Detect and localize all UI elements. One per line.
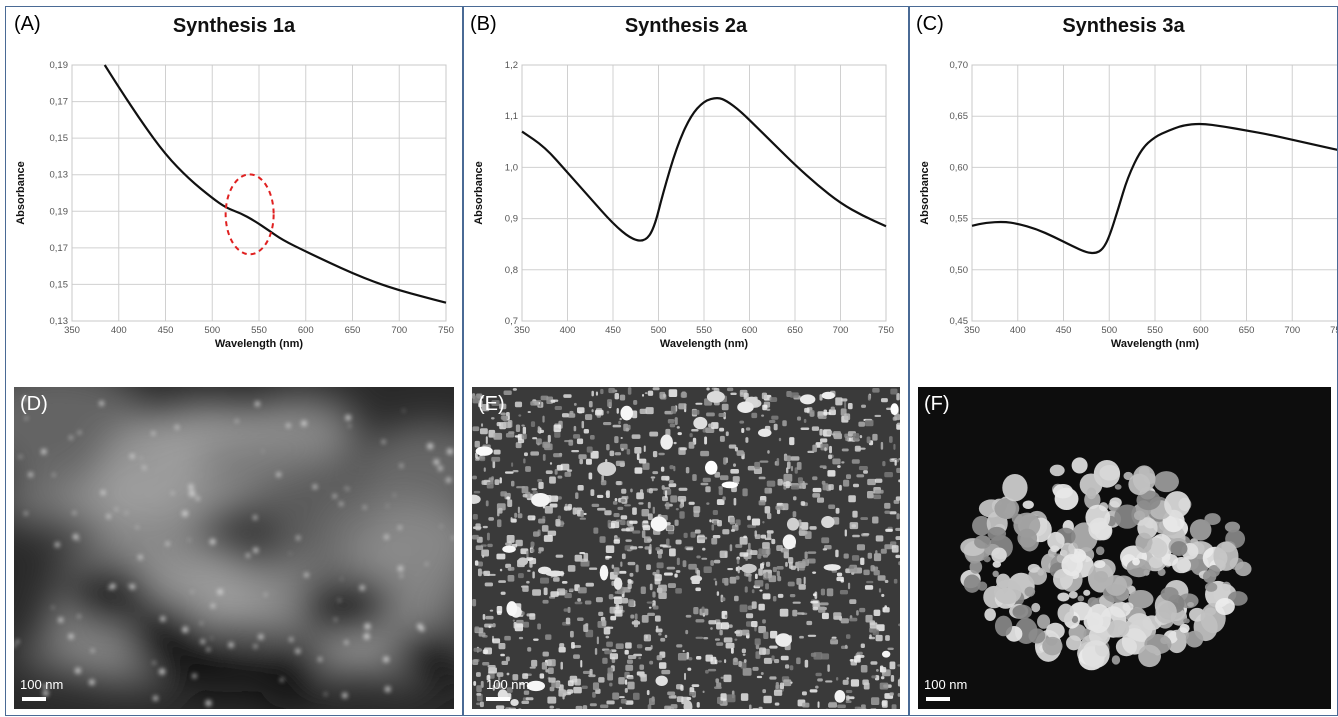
panel-synthesis-3a: (C) Synthesis 3a 350 400 450 500 550 600 650 70… (909, 6, 1338, 716)
micrograph-image-f (918, 387, 1331, 709)
x-tick-label: 600 (1193, 325, 1209, 336)
plot-area (971, 64, 1337, 322)
y-tick-label: 0,13 (50, 316, 69, 327)
x-tick-label: 750 (878, 325, 894, 336)
plot-area (71, 64, 447, 322)
x-tick-label: 400 (111, 325, 127, 336)
absorbance-chart-2a: 350 400 450 500 550 600 650 700 750 0,7 0,8 0,9 1,0 1… (473, 60, 894, 350)
y-tick-label: 0,55 (950, 214, 969, 225)
x-tick-label: 500 (1101, 325, 1117, 336)
y-axis-title: Absorbance (15, 161, 27, 225)
scale-bar-f (926, 697, 950, 701)
x-tick-label: 650 (345, 325, 361, 336)
y-tick-label: 0,65 (950, 111, 969, 122)
x-tick-label: 500 (204, 325, 220, 336)
y-tick-label: 1,0 (505, 162, 518, 173)
x-tick-label: 700 (391, 325, 407, 336)
y-tick-label: 0,60 (950, 162, 969, 173)
micrograph-image-d (14, 387, 454, 709)
panel-label-f: (F) (924, 393, 950, 415)
x-tick-label: 550 (696, 325, 712, 336)
y-axis-title: Absorbance (473, 161, 485, 225)
y-tick-label: 0,70 (950, 60, 969, 71)
x-tick-label: 750 (438, 325, 454, 336)
micrograph-d: (D) 100 nm (14, 387, 454, 709)
plot-area (521, 64, 887, 322)
y-tick-label: 0,50 (950, 265, 969, 276)
x-tick-label: 600 (742, 325, 758, 336)
y-tick-label: 0,15 (50, 133, 69, 144)
x-tick-label: 650 (1239, 325, 1255, 336)
chart-title-2a: Synthesis 2a (624, 15, 748, 37)
x-tick-label: 400 (560, 325, 576, 336)
y-tick-label: 0,17 (50, 97, 69, 108)
y-tick-label: 0,17 (50, 243, 69, 254)
panel-label-d: (D) (20, 393, 48, 415)
y-tick-label: 0,19 (50, 60, 69, 71)
y-tick-label: 0,45 (950, 316, 969, 327)
x-tick-label: 750 (1330, 325, 1338, 336)
y-axis-title: Absorbance (919, 161, 931, 225)
x-tick-label: 350 (64, 325, 80, 336)
y-tick-label: 0,7 (505, 316, 518, 327)
x-tick-label: 550 (1147, 325, 1163, 336)
chart-title-1a: Synthesis 1a (172, 15, 296, 37)
x-tick-label: 350 (514, 325, 530, 336)
y-tick-label: 0,15 (50, 279, 69, 290)
scale-label-e: 100 nm (486, 677, 530, 692)
scale-bar-d (22, 697, 46, 701)
x-tick-label: 350 (964, 325, 980, 336)
y-tick-label: 0,19 (50, 206, 69, 217)
micrograph-f: (F) 100 nm (918, 387, 1331, 709)
panel-synthesis-1a: (A) Synthesis 1a 350 400 450 500 550 600 650 70… (5, 6, 463, 716)
x-tick-label: 400 (1010, 325, 1026, 336)
x-tick-label: 450 (605, 325, 621, 336)
scale-label-f: 100 nm (924, 677, 968, 692)
x-axis-title: Wavelength (nm) (215, 338, 304, 350)
panel-label-b: (B) (470, 13, 497, 35)
panel-label-e: (E) (478, 393, 505, 415)
series-line (971, 122, 1337, 255)
micrograph-e: (E) 100 nm (472, 387, 900, 709)
x-tick-label: 450 (158, 325, 174, 336)
x-axis-title: Wavelength (nm) (660, 338, 749, 350)
absorbance-chart-1a: 350 400 450 500 550 600 650 700 750 0,13 0,15 0,17 0… (15, 60, 454, 350)
absorbance-chart-3a: 350 400 450 500 550 600 650 700 750 0,45 0,50 0,55 0… (919, 60, 1338, 350)
x-tick-label: 700 (833, 325, 849, 336)
y-tick-label: 1,2 (505, 60, 518, 71)
y-tick-label: 1,1 (505, 111, 518, 122)
panel-label-a: (A) (14, 13, 41, 35)
series-line (103, 64, 447, 304)
x-tick-label: 450 (1056, 325, 1072, 336)
scale-label-d: 100 nm (20, 677, 64, 692)
series-line (521, 97, 887, 242)
x-tick-label: 650 (787, 325, 803, 336)
micrograph-image-e (472, 387, 900, 709)
x-tick-label: 500 (651, 325, 667, 336)
x-tick-label: 700 (1284, 325, 1300, 336)
y-tick-label: 0,8 (505, 265, 518, 276)
scale-bar-e (486, 697, 510, 701)
y-tick-label: 0,13 (50, 170, 69, 181)
x-tick-label: 550 (251, 325, 267, 336)
highlight-ellipse (224, 173, 275, 256)
x-tick-label: 600 (298, 325, 314, 336)
panel-label-c: (C) (916, 13, 944, 35)
x-axis-title: Wavelength (nm) (1111, 338, 1200, 350)
y-tick-label: 0,9 (505, 214, 518, 225)
chart-title-3a: Synthesis 3a (1062, 15, 1185, 37)
panel-synthesis-2a: (B) Synthesis 2a 350 400 450 500 550 600 650 70… (463, 6, 909, 716)
